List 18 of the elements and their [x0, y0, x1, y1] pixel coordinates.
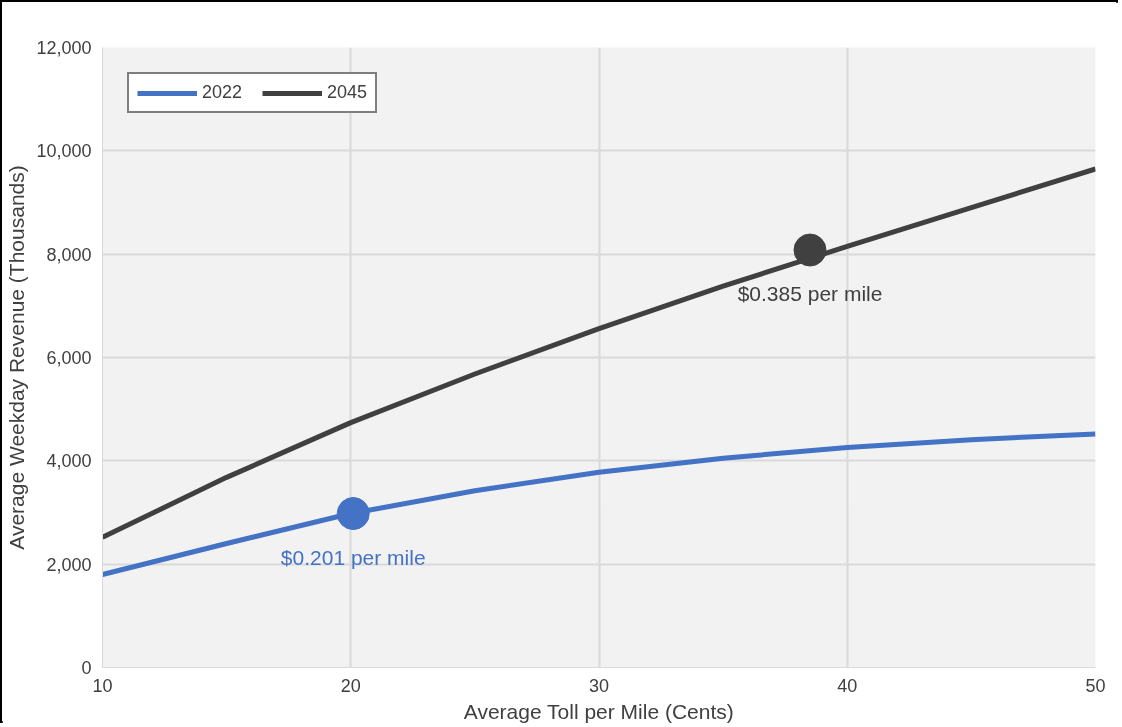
x-tick-label: 30 [588, 675, 610, 696]
x-axis-title: Average Toll per Mile (Cents) [463, 699, 734, 723]
y-tick-label: 6,000 [46, 348, 92, 368]
y-axis-title: Average Weekday Revenue (Thousands) [5, 165, 29, 550]
x-tick-label: 10 [92, 675, 113, 696]
y-tick-label: 0 [81, 658, 92, 678]
legend-label: 2045 [327, 82, 368, 103]
y-tick-label: 4,000 [46, 451, 92, 472]
x-tick-label: 50 [1085, 675, 1106, 696]
annotation: $0.385 per mile [737, 282, 883, 306]
y-tick-label: 8,000 [46, 244, 92, 265]
annotation: $0.201 per mile [280, 545, 426, 569]
y-tick-label: 12,000 [36, 38, 92, 58]
y-tick-label: 10,000 [36, 141, 92, 162]
y-tick-label: 2,000 [46, 554, 92, 575]
x-tick-label: 40 [837, 675, 858, 696]
x-tick-label: 20 [340, 675, 361, 696]
legend-label: 2022 [202, 82, 243, 103]
